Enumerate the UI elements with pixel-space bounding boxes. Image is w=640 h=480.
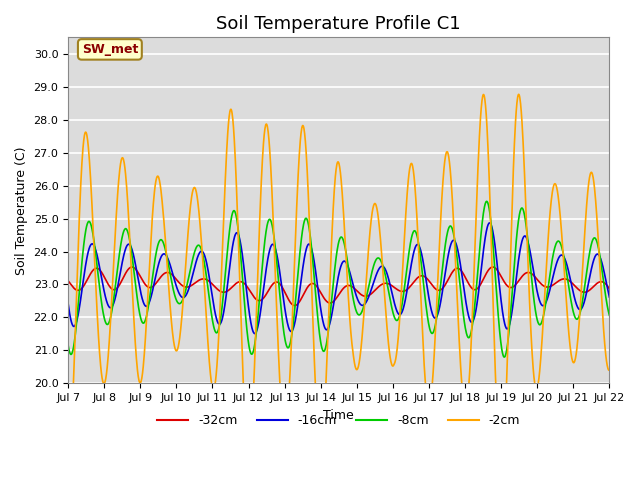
-32cm — [605, 286, 613, 292]
-8cm — [128, 253, 136, 259]
-2cm — [64, 462, 72, 468]
-16cm — [128, 247, 136, 252]
-32cm — [294, 300, 302, 306]
-8cm — [372, 257, 380, 263]
Y-axis label: Soil Temperature (C): Soil Temperature (C) — [15, 146, 28, 275]
Line: -2cm: -2cm — [68, 95, 609, 467]
-16cm — [316, 295, 323, 300]
-2cm — [372, 203, 380, 208]
Title: Soil Temperature Profile C1: Soil Temperature Profile C1 — [216, 15, 461, 33]
Line: -8cm: -8cm — [68, 201, 609, 357]
-2cm — [605, 367, 613, 373]
-8cm — [315, 324, 323, 330]
-16cm — [605, 294, 613, 300]
-32cm — [489, 264, 497, 270]
-32cm — [316, 287, 323, 293]
-32cm — [305, 282, 313, 288]
-2cm — [315, 438, 323, 444]
-8cm — [106, 316, 114, 322]
-8cm — [64, 342, 72, 348]
-2cm — [294, 180, 301, 185]
-8cm — [305, 224, 313, 230]
-16cm — [106, 305, 114, 311]
Legend: -32cm, -16cm, -8cm, -2cm: -32cm, -16cm, -8cm, -2cm — [152, 409, 525, 432]
-2cm — [106, 326, 114, 332]
-16cm — [294, 300, 302, 306]
-8cm — [500, 354, 508, 360]
-2cm — [497, 464, 505, 469]
-8cm — [483, 198, 490, 204]
-16cm — [305, 241, 313, 247]
-16cm — [486, 220, 493, 226]
Line: -32cm: -32cm — [68, 267, 609, 306]
-2cm — [305, 208, 313, 214]
-2cm — [128, 281, 136, 287]
-8cm — [294, 273, 301, 278]
-16cm — [372, 271, 380, 277]
-2cm — [515, 92, 523, 97]
-32cm — [106, 284, 114, 290]
-8cm — [605, 312, 613, 318]
Line: -16cm: -16cm — [68, 223, 609, 334]
-16cm — [251, 331, 259, 336]
-32cm — [372, 286, 380, 292]
-32cm — [128, 264, 136, 270]
X-axis label: Time: Time — [323, 408, 354, 421]
-16cm — [64, 301, 72, 307]
-32cm — [64, 278, 72, 284]
-32cm — [291, 303, 298, 309]
Text: SW_met: SW_met — [82, 43, 138, 56]
